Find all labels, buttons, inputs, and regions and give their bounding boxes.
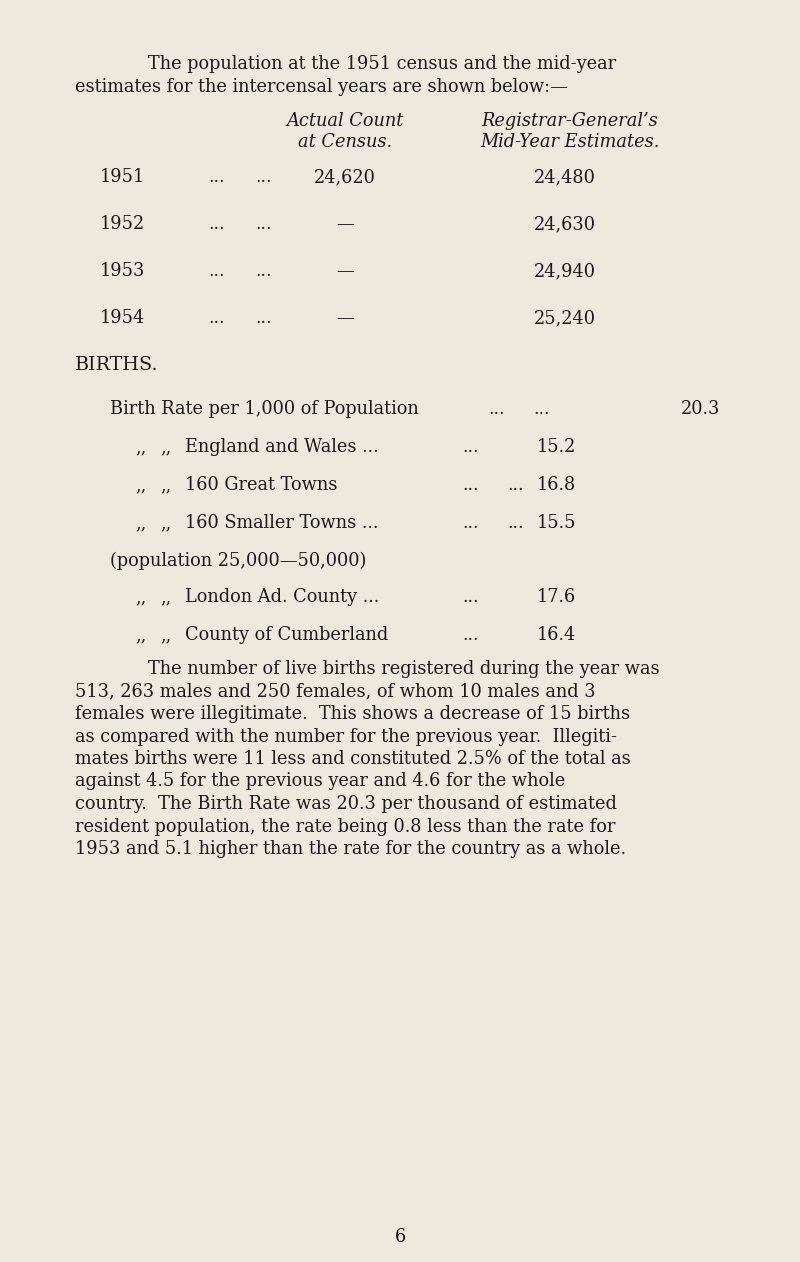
Text: 160 Great Towns: 160 Great Towns [185, 476, 338, 493]
Text: ,,: ,, [160, 514, 171, 533]
Text: —: — [336, 309, 354, 327]
Text: ...: ... [255, 215, 271, 233]
Text: ...: ... [208, 215, 225, 233]
Text: 16.4: 16.4 [537, 626, 576, 644]
Text: 24,630: 24,630 [534, 215, 596, 233]
Text: against 4.5 for the previous year and 4.6 for the whole: against 4.5 for the previous year and 4.… [75, 772, 566, 790]
Text: 24,620: 24,620 [314, 168, 376, 186]
Text: 15.2: 15.2 [537, 438, 576, 456]
Text: ...: ... [255, 262, 271, 280]
Text: mates births were 11 less and constituted 2.5% of the total as: mates births were 11 less and constitute… [75, 750, 630, 769]
Text: 513, 263 males and 250 females, of whom 10 males and 3: 513, 263 males and 250 females, of whom … [75, 683, 596, 700]
Text: County of Cumberland: County of Cumberland [185, 626, 388, 644]
Text: 20.3: 20.3 [681, 400, 720, 418]
Text: The population at the 1951 census and the mid-year: The population at the 1951 census and th… [148, 56, 616, 73]
Text: at Census.: at Census. [298, 133, 392, 151]
Text: Registrar-General’s: Registrar-General’s [482, 112, 658, 130]
Text: 1954: 1954 [100, 309, 146, 327]
Text: 1952: 1952 [100, 215, 146, 233]
Text: 1951: 1951 [100, 168, 146, 186]
Text: females were illegitimate.  This shows a decrease of 15 births: females were illegitimate. This shows a … [75, 705, 630, 723]
Text: 160 Smaller Towns ...: 160 Smaller Towns ... [185, 514, 378, 533]
Text: resident population, the rate being 0.8 less than the rate for: resident population, the rate being 0.8 … [75, 818, 615, 835]
Text: ...: ... [507, 514, 523, 533]
Text: 24,940: 24,940 [534, 262, 596, 280]
Text: ,,: ,, [135, 476, 146, 493]
Text: 24,480: 24,480 [534, 168, 596, 186]
Text: (population 25,000—50,000): (population 25,000—50,000) [110, 551, 366, 570]
Text: ...: ... [488, 400, 505, 418]
Text: ,,: ,, [160, 626, 171, 644]
Text: —: — [336, 215, 354, 233]
Text: country.  The Birth Rate was 20.3 per thousand of estimated: country. The Birth Rate was 20.3 per tho… [75, 795, 617, 813]
Text: BIRTHS.: BIRTHS. [75, 356, 158, 374]
Text: 15.5: 15.5 [537, 514, 576, 533]
Text: ...: ... [462, 438, 478, 456]
Text: ...: ... [208, 168, 225, 186]
Text: ,,: ,, [135, 588, 146, 606]
Text: 1953: 1953 [100, 262, 146, 280]
Text: ...: ... [462, 588, 478, 606]
Text: 25,240: 25,240 [534, 309, 596, 327]
Text: London Ad. County ...: London Ad. County ... [185, 588, 379, 606]
Text: ,,: ,, [135, 626, 146, 644]
Text: ...: ... [208, 262, 225, 280]
Text: ...: ... [255, 168, 271, 186]
Text: ...: ... [255, 309, 271, 327]
Text: ,,: ,, [160, 588, 171, 606]
Text: ,,: ,, [160, 476, 171, 493]
Text: The number of live births registered during the year was: The number of live births registered dur… [148, 660, 660, 678]
Text: ...: ... [208, 309, 225, 327]
Text: Actual Count: Actual Count [286, 112, 404, 130]
Text: ...: ... [533, 400, 550, 418]
Text: ...: ... [462, 626, 478, 644]
Text: 1953 and 5.1 higher than the rate for the country as a whole.: 1953 and 5.1 higher than the rate for th… [75, 840, 626, 858]
Text: —: — [336, 262, 354, 280]
Text: Mid-Year Estimates.: Mid-Year Estimates. [480, 133, 660, 151]
Text: ...: ... [507, 476, 523, 493]
Text: ,,: ,, [135, 514, 146, 533]
Text: estimates for the intercensal years are shown below:—: estimates for the intercensal years are … [75, 78, 568, 96]
Text: ...: ... [462, 514, 478, 533]
Text: Birth Rate per 1,000 of Population: Birth Rate per 1,000 of Population [110, 400, 418, 418]
Text: ...: ... [462, 476, 478, 493]
Text: ,,: ,, [160, 438, 171, 456]
Text: 16.8: 16.8 [537, 476, 576, 493]
Text: ,,: ,, [135, 438, 146, 456]
Text: England and Wales ...: England and Wales ... [185, 438, 378, 456]
Text: 6: 6 [394, 1228, 406, 1246]
Text: 17.6: 17.6 [537, 588, 576, 606]
Text: as compared with the number for the previous year.  Illegiti-: as compared with the number for the prev… [75, 727, 617, 746]
